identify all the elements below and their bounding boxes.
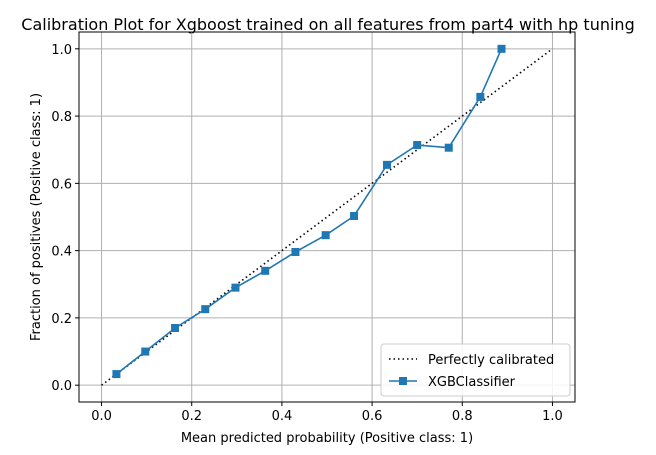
legend-box [380, 343, 571, 397]
series-layer [101, 44, 553, 386]
legend-label-perfect: Perfectly calibrated [428, 353, 554, 368]
data-point [321, 231, 330, 240]
data-point [112, 370, 121, 379]
data-point [231, 283, 240, 292]
grid [79, 32, 575, 402]
chart-title: Calibration Plot for Xgboost trained on … [21, 15, 634, 34]
x-axis-label: Mean predicted probability (Positive cla… [181, 431, 473, 446]
x-tick-label: 0.6 [362, 409, 383, 424]
legend: Perfectly calibrated XGBClassifier [380, 343, 571, 397]
y-tick-label: 1.0 [51, 43, 72, 58]
data-point [413, 141, 422, 150]
data-point [201, 305, 210, 314]
x-tick-label: 0.4 [272, 409, 293, 424]
plot-frame [78, 31, 576, 403]
ticks: 0.0 0.2 0.4 0.6 0.8 1.0 0.0 0.2 0.4 0.6 0.8 1.0 [51, 43, 562, 424]
data-point [141, 347, 150, 356]
x-tick-label: 0.2 [181, 409, 202, 424]
y-tick-label: 0.8 [51, 110, 72, 125]
data-point [261, 266, 270, 275]
y-tick-label: 0.6 [51, 177, 72, 192]
data-point [444, 143, 453, 152]
data-point [171, 324, 180, 332]
y-tick-label: 0.2 [51, 312, 72, 327]
data-point [497, 44, 506, 53]
data-point [476, 92, 485, 101]
y-axis-label: Fraction of positives (Positive class: 1… [29, 93, 44, 341]
data-point [382, 160, 391, 169]
legend-label-xgb: XGBClassifier [428, 375, 516, 390]
y-tick-label: 0.4 [51, 245, 72, 260]
x-tick-label: 1.0 [542, 409, 563, 424]
legend-marker-xgb [399, 377, 407, 385]
x-tick-label: 0.0 [91, 409, 112, 424]
data-point [350, 211, 359, 220]
series-line-xgbclassifier [115, 48, 503, 375]
series-line-perfectly-calibrated [101, 48, 553, 386]
y-tick-label: 0.0 [51, 379, 72, 394]
x-tick-label: 0.8 [452, 409, 473, 424]
data-point [291, 247, 300, 256]
